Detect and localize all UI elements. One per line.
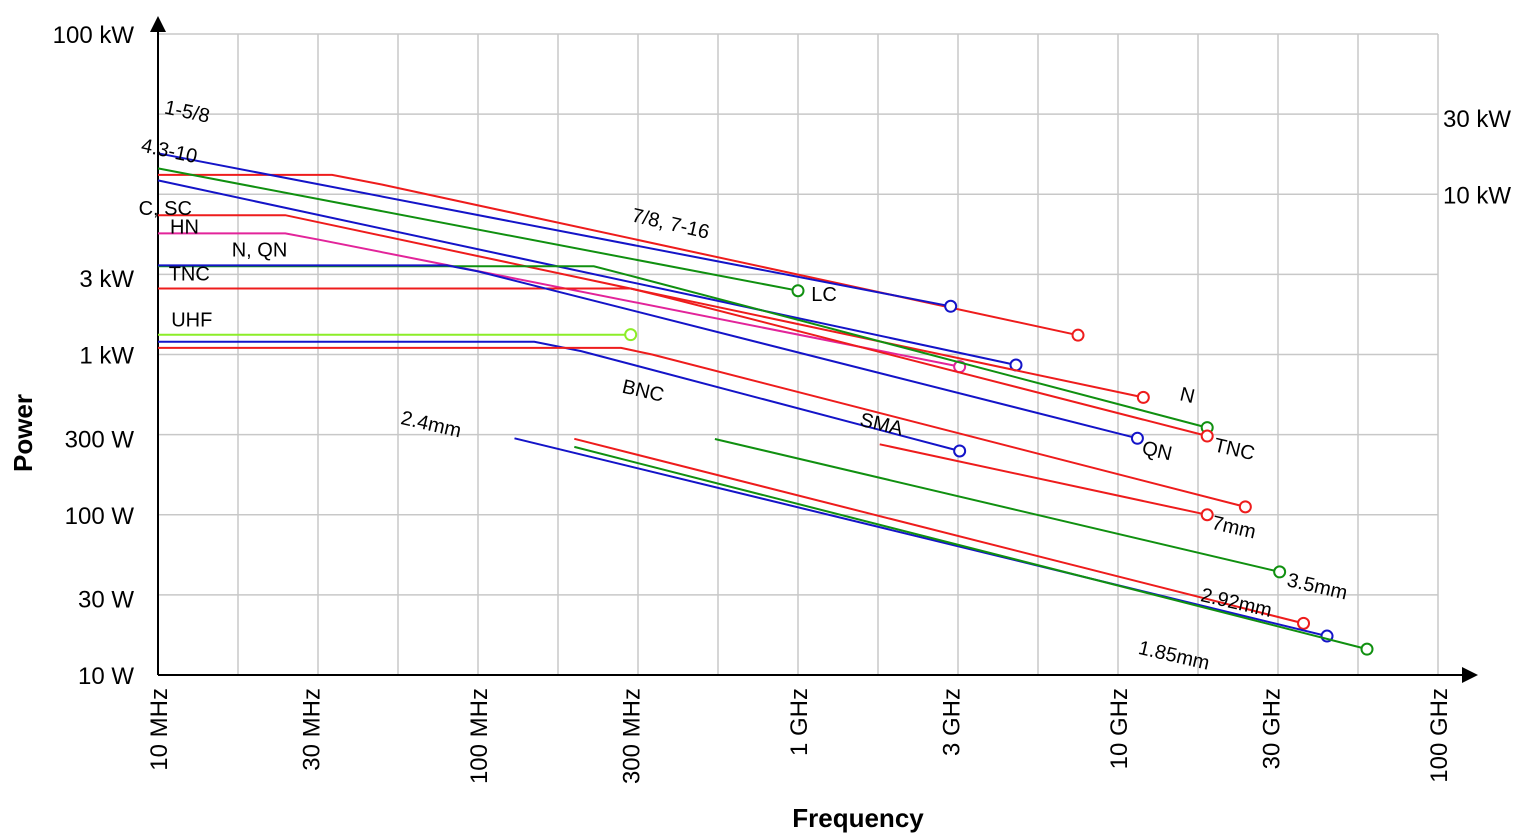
series-line: [157, 179, 1017, 366]
series-label: N, QN: [232, 239, 288, 261]
series-label: HN: [170, 216, 199, 238]
y-tick-label-right: 30 kW: [1443, 106, 1511, 133]
series-label: UHF: [171, 309, 212, 331]
series-label: 4.3-10: [139, 135, 199, 168]
x-tick-label: 30 MHz: [299, 688, 326, 771]
y-tick-label: 100 kW: [53, 22, 135, 49]
chart-grid: [158, 33, 1439, 675]
series-end-marker: [1360, 642, 1374, 656]
series-label: 2.4mm: [399, 407, 464, 442]
x-tick-label: 100 GHz: [1426, 688, 1453, 783]
series-label: SMA: [858, 409, 906, 440]
series-end-marker: [1130, 431, 1144, 445]
series-line: [714, 438, 1280, 573]
y-tick-label: 1 kW: [79, 343, 134, 370]
series-line: [158, 214, 1144, 399]
x-axis-arrowhead: [1462, 667, 1478, 683]
series-line: [158, 232, 960, 368]
series-label: N: [1178, 383, 1197, 408]
x-tick-label: 1 GHz: [786, 688, 813, 756]
series-end-marker: [1200, 429, 1214, 443]
chart-axes: [150, 16, 1478, 683]
series-label: 1-5/8: [162, 97, 211, 128]
y-tick-label: 30 W: [78, 587, 134, 614]
y-tick-label: 10 W: [78, 663, 134, 690]
y-tick-labels: 100 kW 3 kW 1 kW 300 W 100 W 30 W 10 W 30 kW 10 …: [53, 22, 1512, 690]
series-end-marker: [1238, 500, 1252, 514]
y-tick-label: 300 W: [65, 426, 135, 453]
series-line: [158, 287, 1208, 437]
series-end-marker: [1200, 508, 1214, 522]
series-end-marker: [1136, 390, 1150, 404]
series-line: [574, 445, 1368, 651]
series-label: LC: [811, 284, 837, 306]
series-end-marker: [1297, 616, 1311, 630]
series-label: BNC: [620, 376, 666, 407]
series-label: 1.85mm: [1136, 637, 1211, 675]
series-end-marker: [1071, 328, 1085, 342]
y-tick-label: 100 W: [65, 503, 135, 530]
y-tick-label-right: 10 kW: [1443, 182, 1511, 209]
series-label: 7/8, 7-16: [630, 205, 712, 244]
x-tick-label: 300 MHz: [619, 688, 646, 784]
x-tick-label: 100 MHz: [466, 688, 493, 784]
series-end-marker: [624, 328, 638, 342]
y-tick-label: 3 kW: [79, 266, 134, 293]
x-tick-label: 10 MHz: [146, 688, 173, 771]
y-axis-arrowhead: [150, 16, 166, 32]
series-line: [158, 264, 1138, 440]
series-label: QN: [1140, 437, 1174, 465]
series-line: [158, 346, 1246, 508]
series-end-marker: [1273, 565, 1287, 579]
chart-series: [157, 152, 1374, 656]
x-tick-labels: 10 MHz 30 MHz 100 MHz 300 MHz 1 GHz 3 GHz 10 G…: [146, 688, 1453, 784]
series-line: [574, 437, 1304, 625]
series-label: 3.5mm: [1285, 569, 1350, 604]
series-line: [514, 437, 1328, 638]
series-line: [158, 340, 960, 452]
series-line: [157, 152, 951, 308]
series-line: [158, 173, 1079, 337]
series-line: [879, 443, 1208, 516]
x-tick-label: 3 GHz: [939, 688, 966, 756]
series-label: C, SC: [139, 198, 192, 220]
x-tick-label: 10 GHz: [1106, 688, 1133, 769]
x-tick-label: 30 GHz: [1259, 688, 1286, 769]
series-end-marker: [944, 299, 958, 313]
series-label: 7mm: [1210, 512, 1258, 543]
x-axis-title: Frequency: [792, 803, 924, 833]
series-line: [157, 167, 799, 292]
y-axis-title: Power: [8, 394, 38, 472]
series-end-marker: [791, 284, 805, 298]
series-label: TNC: [169, 263, 210, 285]
series-label: TNC: [1212, 434, 1257, 465]
series-end-marker: [953, 444, 967, 458]
